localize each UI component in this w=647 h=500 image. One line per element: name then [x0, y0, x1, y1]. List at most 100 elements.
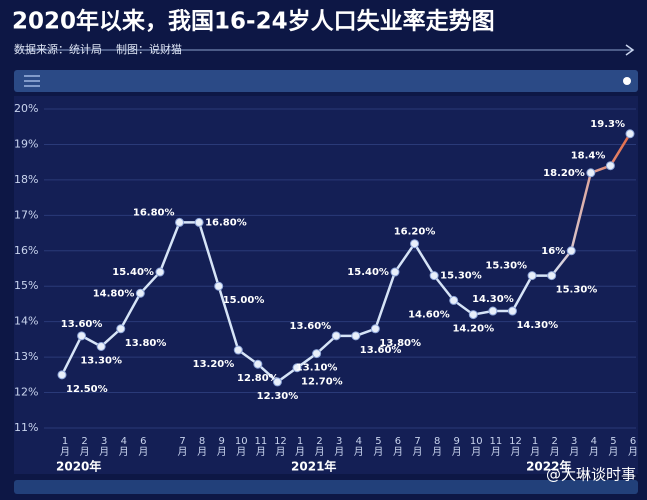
data-label: 15.30% — [485, 261, 527, 272]
point — [605, 161, 615, 171]
data-label: 13.10% — [296, 363, 338, 374]
data-label: 15.30% — [556, 285, 598, 296]
year-label: 2022年 — [526, 459, 571, 474]
point — [390, 267, 400, 277]
x-tick-label: 3月 — [334, 436, 345, 458]
data-label: 13.80% — [125, 338, 167, 349]
data-label: 13.80% — [379, 338, 421, 349]
point — [96, 341, 106, 351]
y-tick-label: 16% — [14, 244, 38, 257]
point — [429, 271, 439, 281]
bottom-bar — [14, 480, 638, 494]
data-label: 14.80% — [93, 288, 135, 299]
point — [625, 129, 635, 139]
y-tick-label: 19% — [14, 137, 38, 150]
x-tick-label: 9月 — [216, 436, 227, 458]
point — [116, 324, 126, 334]
y-tick-label: 13% — [14, 350, 38, 363]
data-label: 15.40% — [112, 267, 154, 278]
data-label: 13.60% — [290, 321, 332, 332]
point — [233, 345, 243, 355]
menu-icon — [24, 75, 40, 87]
point — [507, 306, 517, 316]
x-tick-label: 2月 — [549, 436, 560, 458]
data-label: 14.60% — [408, 309, 450, 320]
point — [566, 246, 576, 256]
x-tick-label: 7月 — [177, 436, 188, 458]
year-label: 2020年 — [56, 459, 101, 474]
data-label: 16.80% — [205, 217, 247, 228]
y-tick-label: 12% — [14, 386, 38, 399]
x-tick-label: 9月 — [451, 436, 462, 458]
x-tick-label: 4月 — [353, 436, 364, 458]
data-label: 16% — [541, 246, 565, 257]
point — [57, 370, 67, 380]
x-tick-label: 2月 — [314, 436, 325, 458]
plot-area — [14, 96, 638, 474]
chart-title: 2020年以来，我国16-24岁人口失业率走势图 — [12, 8, 495, 35]
x-tick-label: 4月 — [118, 436, 129, 458]
point — [586, 168, 596, 178]
x-tick-label: 11月 — [254, 436, 268, 458]
point — [155, 267, 165, 277]
data-label: 12.70% — [301, 377, 343, 388]
point — [135, 288, 145, 298]
y-tick-label: 11% — [14, 421, 38, 434]
point — [214, 281, 224, 291]
point — [410, 239, 420, 249]
point — [253, 359, 263, 369]
subtitle: 数据来源：统计局 制图：说财猫 — [14, 42, 182, 56]
data-label: 14.20% — [452, 324, 494, 335]
data-label: 16.80% — [133, 207, 175, 218]
point — [488, 306, 498, 316]
data-label: 12.30% — [257, 391, 299, 402]
x-tick-label: 3月 — [569, 436, 580, 458]
x-tick-label: 12月 — [274, 436, 287, 458]
data-label: 13.60% — [360, 345, 402, 356]
y-tick-label: 15% — [14, 279, 38, 292]
point — [272, 377, 282, 387]
data-label: 15.30% — [440, 271, 482, 282]
point — [292, 363, 302, 373]
point — [370, 324, 380, 334]
x-tick-label: 6月 — [138, 436, 149, 458]
bar-dot — [623, 77, 631, 85]
data-label: 16.20% — [394, 227, 436, 238]
point — [527, 271, 537, 281]
point — [449, 295, 459, 305]
data-label: 13.30% — [80, 355, 122, 366]
x-tick-label: 1月 — [60, 436, 70, 458]
x-tick-label: 12月 — [509, 436, 522, 458]
x-tick-label: 10月 — [234, 436, 248, 458]
data-label: 13.20% — [193, 359, 235, 370]
point — [194, 217, 204, 227]
x-tick-label: 4月 — [588, 436, 599, 458]
x-tick-label: 10月 — [469, 436, 483, 458]
x-tick-label: 3月 — [99, 436, 110, 458]
data-label: 13.60% — [61, 319, 103, 330]
data-label: 15.00% — [223, 295, 265, 306]
data-label: 19.3% — [590, 119, 625, 130]
x-tick-label: 5月 — [373, 436, 384, 458]
point — [331, 331, 341, 341]
point — [312, 349, 322, 359]
x-tick-label: 5月 — [608, 436, 619, 458]
x-tick-label: 2月 — [79, 436, 90, 458]
y-tick-label: 20% — [14, 102, 38, 115]
point — [351, 331, 361, 341]
x-tick-label: 6月 — [628, 436, 638, 458]
data-label: 12.50% — [66, 384, 108, 395]
x-tick-label: 1月 — [530, 436, 541, 458]
point — [77, 331, 87, 341]
year-label: 2021年 — [291, 459, 336, 474]
x-tick-label: 6月 — [392, 436, 403, 458]
data-label: 14.30% — [472, 294, 514, 305]
point — [175, 217, 185, 227]
data-label: 18.20% — [543, 168, 585, 179]
watermark: @大琳谈时事 — [546, 466, 636, 484]
point — [468, 310, 478, 320]
data-label: 15.40% — [347, 267, 389, 278]
x-tick-label: 8月 — [197, 436, 208, 458]
